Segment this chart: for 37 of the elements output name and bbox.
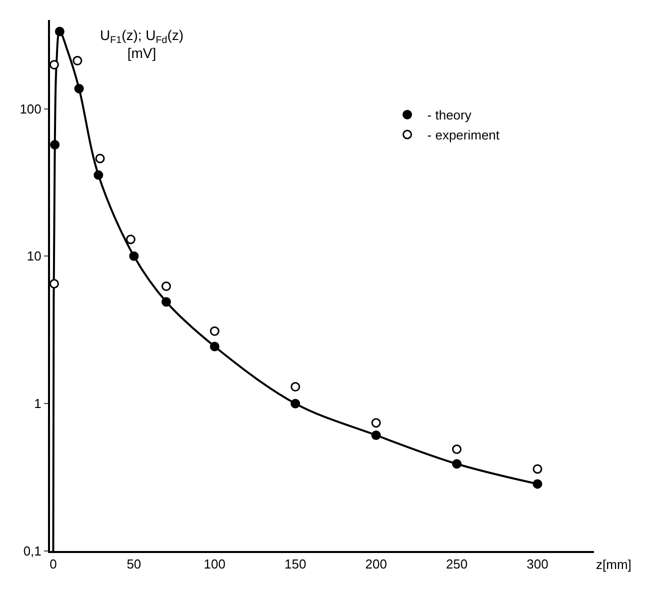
x-tick-label: 150 [284, 556, 306, 572]
point [49, 279, 59, 288]
point [452, 444, 462, 454]
legend-label: - experiment [427, 128, 500, 143]
point [290, 382, 300, 392]
y-tick-label: 100 [20, 101, 42, 116]
y-axis-title: U$_{F1}$(z); U$_{Fd}$(z) [mV] [100, 27, 184, 62]
point [50, 140, 60, 150]
point [94, 170, 104, 180]
point [371, 418, 381, 428]
x-tick-label: 100 [204, 556, 226, 572]
point [371, 430, 381, 440]
point [72, 56, 82, 66]
x-tick-label: 250 [446, 556, 468, 572]
point [210, 326, 220, 336]
x-axis-title: z[mm] [596, 557, 632, 572]
point [129, 251, 139, 261]
point [290, 398, 300, 408]
point [210, 342, 220, 352]
point [532, 464, 542, 474]
point [126, 234, 136, 244]
point [532, 479, 542, 489]
point [161, 282, 171, 292]
point [74, 84, 84, 94]
y-tick-label: 1 [34, 396, 42, 412]
y-tick-label: 10 [26, 248, 42, 264]
x-tick-label: 50 [126, 556, 142, 572]
x-tick-label: 0 [50, 556, 57, 572]
point [49, 60, 59, 70]
point [452, 459, 462, 469]
point [54, 26, 64, 36]
point [161, 297, 171, 307]
legend-label: - theory [427, 108, 472, 123]
x-tick-label: 300 [526, 556, 548, 572]
point [95, 154, 105, 164]
y-tick-label: 0,1 [23, 544, 42, 559]
x-tick-label: 200 [365, 556, 387, 572]
